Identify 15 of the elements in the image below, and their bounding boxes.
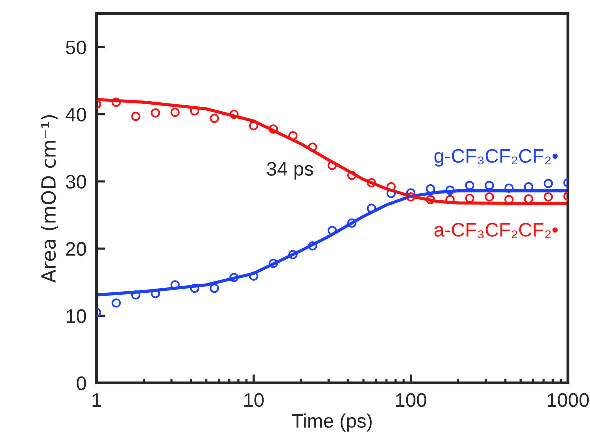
x-tick-label: 10: [244, 393, 264, 408]
y-axis-title: Area (mOD cm⁻¹): [41, 116, 58, 283]
x-axis-title: Time (ps): [292, 414, 372, 432]
y-tick-label: 30: [66, 175, 86, 189]
y-tick-label: 0: [76, 376, 86, 390]
x-tick-label: 1: [92, 394, 102, 407]
y-tick-label: 50: [66, 40, 86, 55]
y-tick-label: 10: [66, 309, 86, 324]
series-label: a-CF₃CF₂CF₂•: [434, 223, 558, 239]
y-tick-label: 20: [66, 242, 86, 256]
y-tick-label: 40: [66, 108, 86, 122]
annotation: 34 ps: [267, 162, 314, 180]
x-tick-label: 1000: [548, 393, 590, 408]
x-tick-label: 100: [396, 393, 426, 408]
series-label: g-CF₃CF₂CF₂•: [434, 149, 558, 167]
